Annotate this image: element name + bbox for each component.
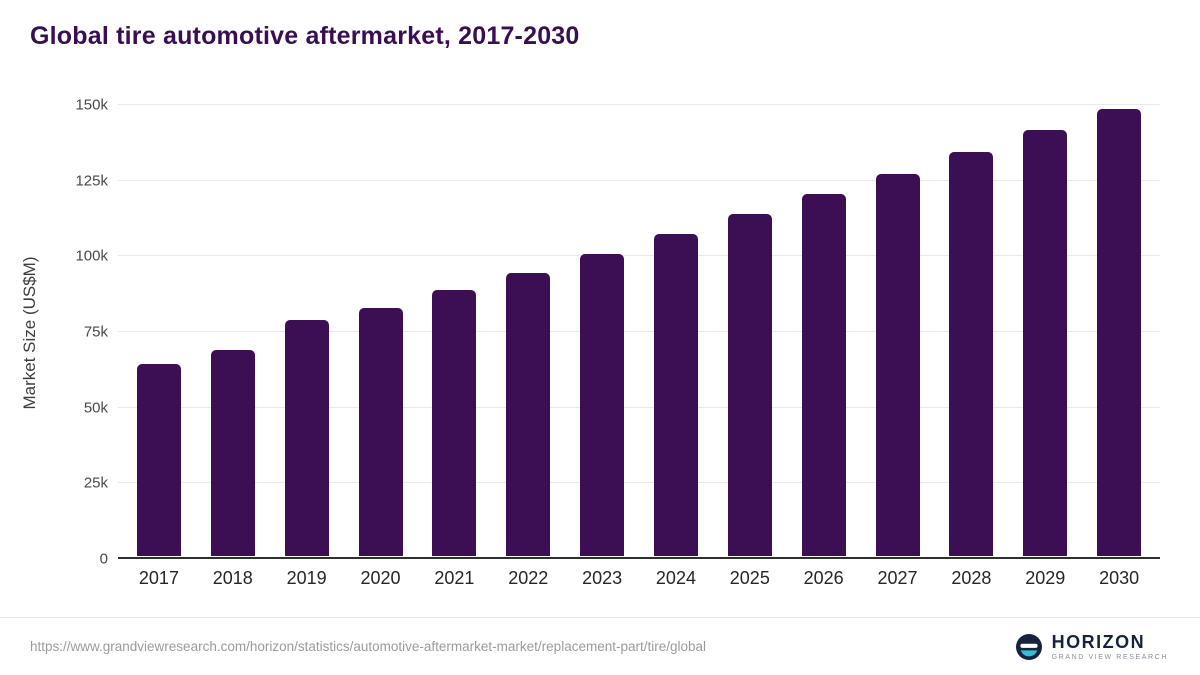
x-tick-label: 2025: [729, 568, 770, 588]
horizon-logo-icon: [1015, 633, 1043, 661]
brand-logo-text: HORIZON GRAND VIEW RESEARCH: [1052, 633, 1168, 661]
y-tick-label: 100k: [75, 247, 108, 265]
brand-name: HORIZON: [1051, 631, 1146, 652]
x-tick-label: 2021: [434, 568, 475, 588]
bar-2021: [432, 290, 477, 556]
bar-2023: [580, 253, 625, 556]
x-tick-label: 2019: [286, 568, 327, 588]
y-tick-label: 125k: [75, 172, 108, 190]
bar-2020: [358, 308, 403, 556]
x-axis-labels: 2017 2018 2019 2020 2021 2022 2023 2024 2025 2026…: [118, 568, 1160, 589]
x-tick-label: 2018: [212, 568, 253, 588]
gridline: [118, 179, 1160, 181]
x-tick-label: 2028: [951, 568, 992, 588]
footer: https://www.grandviewresearch.com/horizo…: [0, 617, 1200, 675]
y-tick-label: 150k: [75, 96, 108, 114]
bar-2027: [875, 173, 920, 556]
bar-slot: [1008, 104, 1082, 556]
gridline: [118, 104, 1160, 105]
x-tick-label: 2017: [138, 568, 179, 588]
x-tick-label: 2022: [508, 568, 549, 588]
brand-subtitle: GRAND VIEW RESEARCH: [1051, 653, 1168, 661]
bar-2018: [210, 350, 255, 556]
x-tick-label: 2029: [1025, 568, 1066, 588]
x-tick-label: 2026: [803, 568, 844, 588]
bar-slot: [122, 104, 196, 556]
page-title: Global tire automotive aftermarket, 2017…: [30, 22, 580, 50]
bar-slot: [491, 104, 565, 556]
bar-slot: [270, 104, 344, 556]
y-tick-label: 50k: [83, 399, 108, 417]
plot-area: 0 25k 50k 75k 100k 125k 150k: [75, 97, 1160, 568]
bar-slot: [1082, 104, 1156, 556]
gridline: [118, 482, 1160, 484]
bar-slot: [344, 104, 418, 556]
x-tick-label: 2027: [877, 568, 918, 588]
x-tick-label: 2023: [582, 568, 623, 588]
brand-logo: HORIZON GRAND VIEW RESEARCH: [1015, 633, 1168, 661]
bar-2026: [801, 193, 846, 556]
x-tick-label: 2020: [360, 568, 401, 588]
bar-2029: [1023, 130, 1068, 556]
bar-slot: [196, 104, 270, 556]
bar-slot: [934, 104, 1008, 556]
bar-slot: [565, 104, 639, 556]
y-axis-title: Market Size (US$M): [20, 256, 39, 410]
y-tick-label: 25k: [83, 474, 108, 492]
bar-slot: [713, 104, 787, 556]
bar-2028: [949, 152, 994, 556]
gridline: [118, 406, 1160, 408]
bar-slot: [861, 104, 935, 556]
gridline: [118, 331, 1160, 332]
bar-2017: [136, 364, 181, 556]
bar-2030: [1097, 108, 1142, 556]
y-tick-label: 75k: [83, 323, 108, 341]
y-tick-label: 0: [99, 550, 108, 568]
bar-slot: [639, 104, 713, 556]
bar-2022: [506, 273, 551, 556]
bars-row: [118, 104, 1160, 556]
source-url: https://www.grandviewresearch.com/horizo…: [30, 639, 707, 654]
bar-2025: [727, 214, 772, 556]
bar-2019: [284, 320, 329, 556]
x-tick-label: 2030: [1099, 568, 1140, 588]
x-tick-label: 2024: [655, 568, 696, 588]
gridline: [118, 255, 1160, 257]
bar-slot: [417, 104, 491, 556]
bar-slot: [787, 104, 861, 556]
bar-2024: [653, 234, 698, 556]
x-axis-line: [118, 557, 1160, 559]
